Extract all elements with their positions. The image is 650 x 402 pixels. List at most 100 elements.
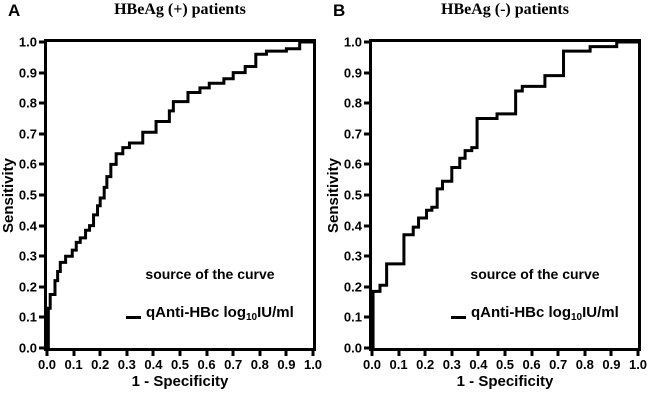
y-tick [39,101,44,105]
x-tick [583,351,587,356]
y-tick [39,285,44,289]
panel-b: B HBeAg (-) patients Sensitivity 0.0 0.1 0… [325,0,650,402]
x-tick-label: 0.1 [389,357,408,372]
x-tick-label: 0.7 [549,357,568,372]
x-tick-label: 0.5 [495,357,515,372]
x-tick-label: 0.1 [64,357,83,372]
x-tick [636,351,640,356]
y-tick [364,285,369,289]
x-tick [556,351,560,356]
legend-subscript: 10 [245,312,258,323]
x-tick-label: 0.2 [416,357,435,372]
y-tick [364,346,369,350]
x-tick [476,351,480,356]
y-tick-label: 0.0 [18,340,37,356]
y-tick-label: 0.1 [18,309,37,325]
x-tick-label: 0.0 [37,357,57,372]
panel-a-x-axis-label: 1 - Specificity [131,373,229,390]
x-tick [178,351,182,356]
y-tick-label: 0.6 [18,156,37,172]
x-tick-label: 0.3 [117,357,136,372]
x-tick [450,351,454,356]
y-tick [39,254,44,258]
x-tick [98,351,102,356]
y-tick [39,315,44,319]
y-tick [39,193,44,197]
y-tick [364,101,369,105]
panel-b-title: HBeAg (-) patients [441,1,569,18]
y-tick-label: 0.6 [343,156,362,172]
y-tick-label: 0.5 [18,187,37,203]
x-tick [205,351,209,356]
x-tick-label: 0.0 [362,357,382,372]
x-tick-label: 0.9 [277,357,296,372]
panel-b-label: B [333,1,346,20]
y-tick-label: 0.8 [343,95,362,111]
x-tick-label: 0.6 [522,357,541,372]
y-tick-label: 0.2 [343,279,362,295]
panel-a-label: A [8,1,21,20]
y-tick-label: 0.7 [343,126,362,142]
legend-subscript: 10 [570,312,583,323]
y-tick [364,254,369,258]
x-tick-label: 1.0 [628,357,648,372]
x-tick [72,351,76,356]
y-tick [364,162,369,166]
y-tick-label: 0.3 [18,248,37,264]
x-tick-label: 0.8 [575,357,594,372]
y-tick-label: 0.7 [18,126,37,142]
x-tick [423,351,427,356]
y-tick-label: 1.0 [343,34,362,50]
y-tick-label: 0.3 [343,248,362,264]
y-tick-label: 0.0 [343,340,362,356]
legend-line-icon [126,316,141,319]
y-tick [364,40,369,44]
x-tick-label: 0.2 [91,357,110,372]
x-tick [609,351,613,356]
x-tick-label: 0.4 [144,357,163,372]
roc-curve-path [371,40,638,350]
panel-a-legend-entry: qAnti-HBc log10IU/ml [126,304,294,323]
x-tick [397,351,401,356]
x-tick-label: 0.4 [469,357,488,372]
x-tick [45,351,49,356]
panel-b-legend-entry: qAnti-HBc log10IU/ml [451,304,619,323]
panel-a-y-axis-label: Sensitivity [0,157,18,233]
x-tick [530,351,534,356]
y-tick-label: 0.1 [343,309,362,325]
y-tick [364,315,369,319]
x-tick [125,351,129,356]
y-tick [39,224,44,228]
x-tick-label: 0.9 [602,357,621,372]
x-tick [284,351,288,356]
x-tick [151,351,155,356]
x-tick-label: 0.6 [197,357,216,372]
y-tick-label: 1.0 [18,34,37,50]
y-tick-label: 0.4 [343,218,362,234]
y-tick [364,224,369,228]
x-tick-label: 1.0 [303,357,323,372]
panel-b-x-axis-label: 1 - Specificity [456,373,554,390]
roc-curve-path [46,40,313,350]
legend-line-icon [451,316,466,319]
y-tick-label: 0.9 [343,65,362,81]
y-tick [39,71,44,75]
x-tick-label: 0.7 [224,357,243,372]
panel-a-title: HBeAg (+) patients [114,1,246,18]
x-tick [370,351,374,356]
panel-a-roc-curve [46,40,313,350]
y-tick [39,40,44,44]
y-tick [364,132,369,136]
y-tick [39,162,44,166]
y-tick [39,132,44,136]
y-tick-label: 0.2 [18,279,37,295]
x-tick-label: 0.8 [250,357,269,372]
y-tick-label: 0.9 [18,65,37,81]
panel-a-plot-area: 0.0 0.1 0.2 0.3 0.4 0.5 0.6 0.7 0.8 0.9 1.0 0.0 0.1 0… [19,35,322,373]
x-tick-label: 0.5 [170,357,190,372]
panel-b-y-axis-label: Sensitivity [325,157,343,233]
panel-b-legend-title: source of the curve [470,266,600,282]
panel-a-legend-title: source of the curve [145,266,275,282]
y-tick [364,193,369,197]
